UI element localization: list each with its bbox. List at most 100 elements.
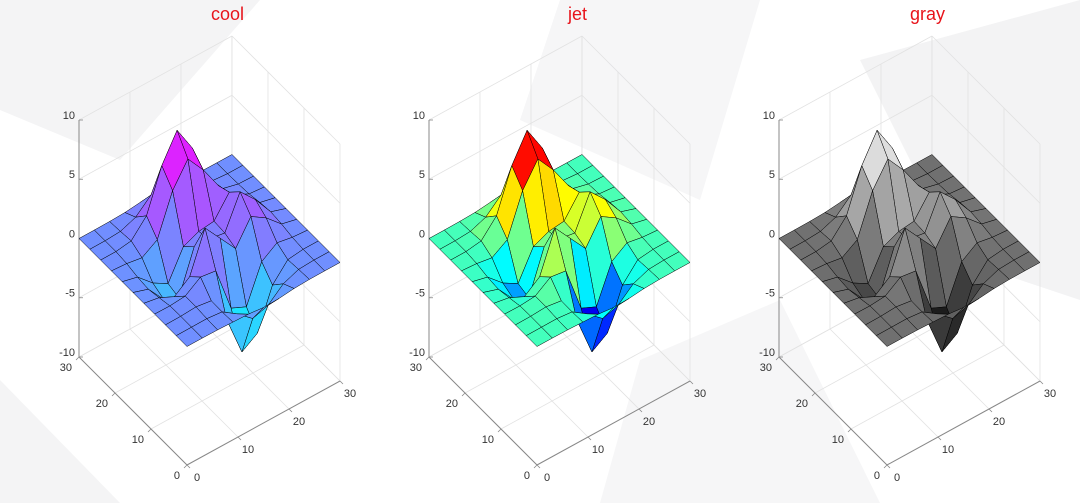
- z-tick-label: -10: [409, 347, 425, 359]
- z-tick-label: 0: [69, 228, 75, 240]
- grid-line: [931, 94, 1041, 204]
- x-tick-label: 30: [694, 388, 706, 400]
- surface-facet: [875, 326, 903, 347]
- y-tick: [775, 356, 780, 361]
- y-tick-label: 0: [874, 470, 880, 482]
- chart-title: jet: [567, 4, 587, 24]
- x-tick-label: 30: [1044, 388, 1056, 400]
- grid-line: [829, 328, 939, 438]
- bg-shape: [860, 0, 1080, 300]
- grid-line: [231, 94, 341, 204]
- surface-plot: cool 0 10 20 30 0 10 20 30 -10 -5 0 5 10: [59, 4, 356, 484]
- z-tick-label: 0: [769, 228, 775, 240]
- chart-title: cool: [211, 4, 244, 24]
- bg-shape: [0, 0, 260, 160]
- x-tick: [587, 436, 592, 441]
- grid-line: [850, 344, 1005, 430]
- x-tick: [1039, 380, 1044, 385]
- y-tick: [111, 392, 116, 397]
- y-tick-label: 0: [524, 470, 530, 482]
- y-tick: [147, 428, 152, 433]
- z-tick-label: -5: [765, 288, 775, 300]
- chart-title: gray: [910, 4, 945, 24]
- grid-line: [150, 344, 305, 430]
- y-tick-label: 20: [96, 398, 108, 410]
- y-tick: [883, 464, 888, 469]
- grid-line: [428, 94, 583, 180]
- x-axis: [886, 380, 1041, 466]
- y-tick: [811, 392, 816, 397]
- x-tick: [988, 408, 993, 413]
- y-tick-label: 30: [60, 362, 72, 374]
- x-tick-label: 0: [194, 472, 200, 484]
- grid-line: [78, 35, 233, 121]
- z-tick-label: 10: [63, 110, 75, 122]
- x-tick: [886, 464, 891, 469]
- y-tick-label: 20: [446, 398, 458, 410]
- y-tick: [533, 464, 538, 469]
- x-tick: [937, 436, 942, 441]
- y-tick-label: 0: [174, 470, 180, 482]
- x-tick-label: 0: [544, 472, 550, 484]
- grid-line: [500, 344, 655, 430]
- y-axis: [428, 356, 538, 466]
- z-tick-label: 5: [419, 169, 425, 181]
- x-tick-label: 10: [592, 444, 604, 456]
- y-tick: [497, 428, 502, 433]
- y-tick: [75, 356, 80, 361]
- grid-line: [78, 94, 233, 180]
- y-tick-label: 10: [482, 434, 494, 446]
- bg-shape: [520, 0, 760, 200]
- z-tick-label: 5: [769, 169, 775, 181]
- x-tick-label: 30: [344, 388, 356, 400]
- x-tick: [689, 380, 694, 385]
- x-tick-label: 10: [242, 444, 254, 456]
- grid-line: [581, 35, 691, 145]
- y-tick-label: 20: [796, 398, 808, 410]
- z-tick-label: 5: [69, 169, 75, 181]
- z-tick-label: 10: [763, 110, 775, 122]
- grid-line: [581, 94, 691, 204]
- z-tick-label: 10: [413, 110, 425, 122]
- bg-shape: [600, 300, 880, 503]
- z-tick-label: -10: [59, 347, 75, 359]
- x-tick: [237, 436, 242, 441]
- x-tick-label: 20: [643, 416, 655, 428]
- x-tick-label: 20: [993, 416, 1005, 428]
- x-tick-label: 20: [293, 416, 305, 428]
- z-tick-label: -5: [415, 288, 425, 300]
- x-axis: [536, 380, 691, 466]
- x-tick: [536, 464, 541, 469]
- x-tick-label: 10: [942, 444, 954, 456]
- y-tick: [425, 356, 430, 361]
- y-axis: [778, 356, 888, 466]
- z-tick-label: -5: [65, 288, 75, 300]
- x-tick: [339, 380, 344, 385]
- surface-facet: [175, 326, 203, 347]
- y-axis: [78, 356, 188, 466]
- surface-facet: [525, 326, 553, 347]
- z-tick-label: 0: [419, 228, 425, 240]
- bg-shape: [0, 380, 120, 503]
- x-tick: [638, 408, 643, 413]
- y-tick-label: 10: [132, 434, 144, 446]
- y-tick: [461, 392, 466, 397]
- grid-line: [931, 35, 1041, 145]
- y-tick: [183, 464, 188, 469]
- y-tick-label: 30: [760, 362, 772, 374]
- grid-line: [428, 35, 583, 121]
- y-tick-label: 30: [410, 362, 422, 374]
- x-axis: [186, 380, 341, 466]
- y-tick: [847, 428, 852, 433]
- x-tick: [186, 464, 191, 469]
- x-tick-label: 0: [894, 472, 900, 484]
- grid-line: [129, 328, 239, 438]
- grid-line: [479, 328, 589, 438]
- y-tick-label: 10: [832, 434, 844, 446]
- surface-plot: gray 0 10 20 30 0 10 20 30 -10 -5 0 5 10: [759, 4, 1056, 484]
- grid-line: [778, 94, 933, 180]
- x-tick: [288, 408, 293, 413]
